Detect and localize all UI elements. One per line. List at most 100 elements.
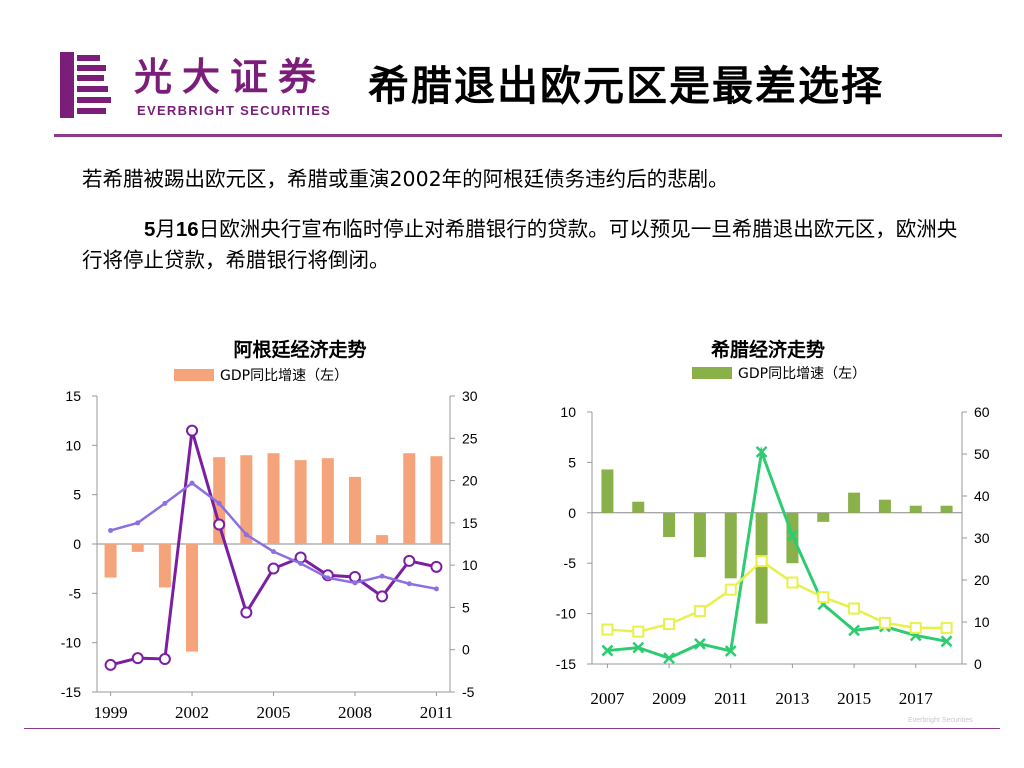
line-point [663, 652, 675, 665]
line-point [379, 573, 385, 579]
x-tick-label: 2011 [714, 689, 747, 708]
gdp-bar [755, 512, 768, 624]
x-marker-stroke [601, 644, 614, 657]
slide-title: 希腊退出欧元区是最差选择 [368, 62, 884, 110]
line-point [694, 637, 706, 650]
x-marker-stroke [724, 645, 737, 657]
gdp-bar [403, 453, 416, 544]
x-tick-label: 1999 [94, 703, 128, 722]
right-tick-label: 15 [462, 515, 478, 531]
right-tick-label: 20 [974, 572, 990, 588]
x-tick-label: 2008 [338, 703, 372, 722]
gdp-bar [131, 544, 144, 552]
everbright-logo-icon [60, 52, 111, 118]
gdp-bar [321, 458, 334, 544]
line-point [430, 560, 443, 573]
line-point [786, 529, 799, 542]
line-point [693, 605, 706, 618]
gdp-bar [817, 512, 830, 522]
line-point [755, 446, 768, 458]
line-point [240, 606, 253, 619]
left-tick-label: 10 [65, 437, 81, 453]
left-tick-label: 10 [560, 404, 576, 420]
line-point [108, 527, 114, 533]
x-tick-label: 2005 [257, 703, 291, 722]
line-point [189, 480, 195, 486]
gdp-bar [430, 456, 443, 544]
right-tick-label: 30 [462, 388, 478, 404]
line-point [403, 554, 416, 567]
x-marker-stroke [786, 529, 799, 542]
line-point [848, 624, 860, 637]
gdp-bar [376, 535, 389, 544]
line-point [601, 644, 614, 657]
right-tick-label: 10 [462, 557, 478, 573]
left-tick-label: -15 [61, 684, 81, 700]
line-point [724, 583, 737, 596]
legend-label: GDP同比增速（左） [738, 366, 866, 382]
day-number: 16 [175, 218, 199, 241]
x-tick-label: 2013 [775, 689, 809, 708]
gdp-bar [940, 505, 953, 513]
line-point [325, 575, 331, 581]
x-marker-stroke [755, 446, 768, 458]
x-marker-stroke [632, 641, 645, 654]
right-tick-label: 25 [462, 430, 478, 446]
gdp-bar [632, 501, 645, 513]
line-point [848, 602, 861, 615]
chart-title: 希腊经济走势 [711, 338, 825, 361]
right-tick-label: 10 [974, 614, 990, 630]
left-tick-label: -15 [556, 656, 576, 672]
x-tick-label: 2009 [652, 689, 686, 708]
line-point [632, 625, 645, 638]
line-point [162, 500, 168, 506]
chart-title: 阿根廷经济走势 [233, 338, 366, 361]
right-tick-label: 30 [974, 530, 990, 546]
line-point [786, 576, 799, 589]
left-tick-label: -5 [564, 555, 577, 571]
x-marker-stroke [940, 635, 953, 648]
argentina-economy-chart: 阿根廷经济走势 GDP同比增速（左） 15 10 5 0 -5 -10 -15 30 25 20 15 1… [61, 338, 478, 722]
line-point [131, 652, 144, 665]
gdp-bar [240, 455, 253, 544]
gdp-bar [878, 499, 891, 513]
body-paragraph-1: 若希腊被踢出欧元区，希腊或重演2002年的阿根廷债务违约后的悲剧。 [82, 167, 729, 191]
line-point [433, 586, 439, 592]
gdp-bar [601, 469, 614, 513]
line-point [940, 621, 953, 634]
legend-label: GDP同比增速（左） [220, 368, 348, 384]
line-point [213, 518, 226, 531]
x-marker-stroke [694, 637, 706, 650]
gdp-bar [693, 512, 706, 558]
line-point [158, 653, 171, 666]
gdp-bar [186, 544, 199, 652]
x-tick-label: 2002 [175, 703, 209, 722]
right-tick-label: 20 [462, 473, 478, 489]
gdp-bar [267, 453, 280, 544]
line-point [406, 581, 412, 587]
left-tick-label: 15 [65, 388, 81, 404]
month-char: 月 [155, 217, 176, 241]
body-paragraph-2: 5月16日欧洲央行宣布临时停止对希腊银行的贷款。可以预见一旦希腊退出欧元区，欧洲… [82, 214, 972, 275]
line-point [632, 641, 645, 654]
line-point [135, 520, 141, 526]
right-tick-label: 50 [974, 446, 990, 462]
left-tick-label: -10 [61, 635, 81, 651]
legend-swatch [692, 367, 732, 379]
gdp-bar [158, 544, 171, 588]
brand-name-en: EVERBRIGHT SECURITIES [137, 103, 332, 118]
gdp-bar [104, 544, 117, 578]
x-tick-label: 2015 [837, 689, 871, 708]
line-point [724, 645, 737, 657]
line-point [909, 621, 922, 634]
footer-watermark: Everbright Securities [908, 717, 973, 724]
footer-divider [24, 728, 1000, 729]
left-tick-label: -10 [556, 606, 576, 622]
x-tick-label: 2017 [899, 689, 934, 708]
title-divider [54, 134, 1002, 137]
line-point [755, 555, 768, 568]
gdp-bar [909, 505, 922, 513]
line-point [940, 635, 953, 648]
line-point [243, 532, 249, 538]
x-tick-label: 2011 [420, 703, 453, 722]
